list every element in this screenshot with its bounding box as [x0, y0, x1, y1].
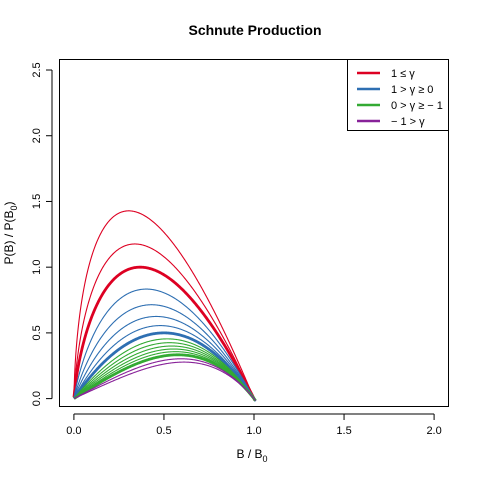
series-line-green-13 [73, 353, 257, 402]
y-tick-label: 2.5 [31, 62, 43, 77]
x-tick-label: 1.5 [336, 425, 351, 437]
y-tick-label: 2.0 [31, 128, 43, 143]
plot-box [59, 59, 449, 407]
series-line-red-2 [72, 265, 257, 402]
series-line-blue-3 [73, 288, 256, 401]
series-line-purple-15 [73, 361, 256, 401]
y-axis-label: P(B) / P(B0) [2, 201, 19, 264]
series-line-green-11 [73, 348, 256, 401]
x-tick-label: 0.0 [66, 425, 81, 437]
legend-label: 1 > γ ≥ 0 [391, 84, 433, 96]
legend-label: 1 ≤ γ [391, 68, 415, 80]
series-line-blue-6 [73, 325, 256, 402]
series-line-blue-4 [73, 304, 257, 402]
chart-title: Schnute Production [189, 22, 322, 38]
series-line-blue-7 [72, 331, 257, 402]
series-line-blue-5 [73, 315, 256, 402]
y-axis: 0.0 0.5 1.0 1.5 2.0 2.5 [31, 62, 53, 406]
x-tick-label: 2.0 [426, 425, 441, 437]
x-tick-label: 0.5 [156, 425, 171, 437]
series-line-green-10 [73, 345, 256, 402]
curves-group [72, 210, 257, 402]
y-tick-label: 0.5 [31, 325, 43, 340]
x-tick-label: 1.0 [246, 425, 261, 437]
y-tick-label: 0.0 [31, 391, 43, 406]
series-line-green-8 [73, 338, 256, 402]
legend-box [347, 59, 449, 131]
x-axis-label: B / B0 [236, 447, 267, 464]
series-line-purple-14 [73, 358, 256, 401]
series-line-red-1 [73, 243, 256, 401]
y-tick-label: 1.0 [31, 260, 43, 275]
y-tick-label: 1.5 [31, 194, 43, 209]
series-line-green-9 [73, 342, 256, 402]
legend-label: 0 > γ ≥ − 1 [391, 100, 443, 112]
legend-label: − 1 > γ [391, 116, 425, 128]
x-axis: 0.0 0.5 1.0 1.5 2.0 [66, 413, 442, 437]
legend: 1 ≤ γ 1 > γ ≥ 0 0 > γ ≥ − 1 − 1 > γ [347, 59, 449, 131]
series-line-red-0 [73, 210, 256, 401]
